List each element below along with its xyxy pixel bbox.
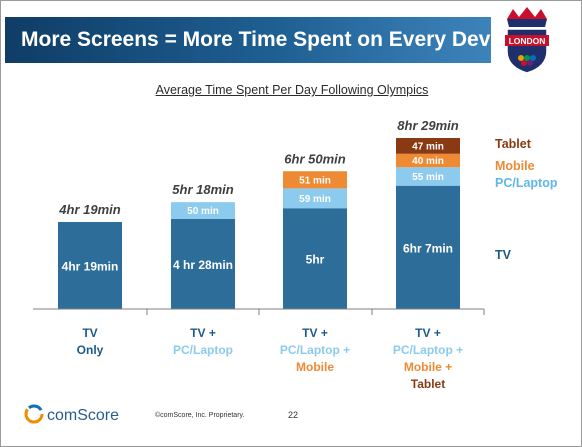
title-banner: More Screens = More Time Spent on Every … — [5, 17, 520, 63]
total-label: 8hr 29min — [397, 118, 458, 133]
bar-segment — [396, 167, 460, 186]
comscore-wordmark: comScore — [47, 407, 119, 424]
bar-segment — [396, 138, 460, 154]
x-tick-label: Mobile + — [404, 360, 452, 374]
x-tick-label: PC/Laptop + — [393, 343, 463, 357]
total-label: 6hr 50min — [284, 151, 345, 166]
total-label: 4hr 19min — [58, 202, 120, 217]
x-tick-label: Mobile — [296, 360, 334, 374]
x-tick-label: Tablet — [411, 377, 445, 391]
segment-label: 51 min — [299, 175, 331, 186]
legend-entry: TV — [495, 248, 512, 262]
segment-label: 40 min — [412, 156, 444, 167]
legend-entry: PC/Laptop — [495, 176, 558, 190]
x-tick-label: TV + — [190, 326, 216, 340]
x-tick-label: Only — [77, 343, 104, 357]
segment-label: 4 hr 28min — [173, 258, 233, 272]
london-olympics-logo-icon: LONDON — [505, 7, 549, 74]
page-number: 22 — [288, 410, 299, 420]
bar-segment — [171, 218, 235, 309]
x-tick-label: PC/Laptop — [173, 343, 233, 357]
segment-label: 59 min — [299, 194, 331, 205]
total-label: 5hr 18min — [172, 182, 233, 197]
x-tick-label: TV + — [302, 326, 328, 340]
comscore-logo: comScore — [24, 404, 119, 424]
segment-label: 50 min — [187, 206, 219, 217]
chart-title: Average Time Spent Per Day Following Oly… — [155, 83, 429, 97]
slide-title: More Screens = More Time Spent on Every … — [21, 28, 520, 51]
x-tick-label: TV — [82, 326, 97, 340]
bar-segment — [396, 185, 460, 309]
bar-segment — [396, 153, 460, 168]
x-tick-label: TV + — [415, 326, 441, 340]
x-tick-label: PC/Laptop + — [280, 343, 350, 357]
bar-segment — [283, 171, 347, 189]
segment-label: 4hr 19min — [62, 259, 119, 273]
legend-entry: Tablet — [495, 137, 532, 151]
bar-segment — [283, 208, 347, 309]
segment-label: 6hr 7min — [403, 241, 453, 255]
segment-label: 5hr — [306, 253, 325, 267]
stacked-bar-chart: 4hr 19min 4hr 19min TV Only 4 hr 28min 50 min… — [33, 118, 558, 391]
bar-segment — [58, 221, 122, 309]
segment-label: 47 min — [412, 141, 444, 152]
bar-segment — [171, 202, 235, 219]
segment-label: 55 min — [412, 172, 444, 183]
footer-copyright: ©comScore, Inc. Proprietary. — [155, 412, 245, 419]
logo-text: LONDON — [509, 36, 546, 46]
legend-entry: Mobile — [495, 159, 535, 173]
bar-segment — [283, 188, 347, 209]
